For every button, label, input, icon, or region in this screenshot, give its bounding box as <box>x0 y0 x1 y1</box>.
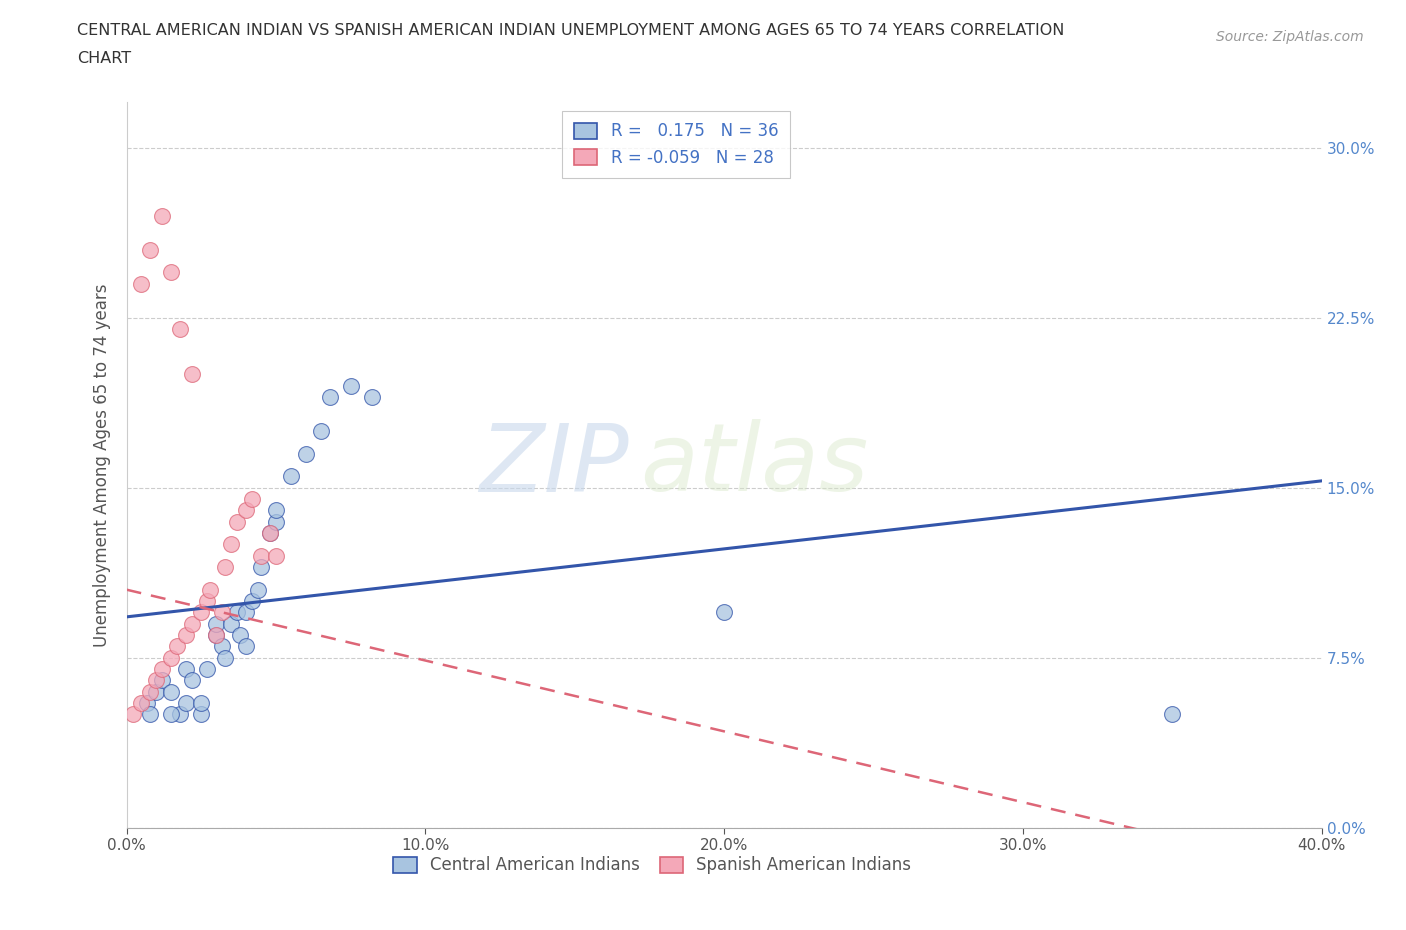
Point <box>211 604 233 619</box>
Point <box>131 696 153 711</box>
Point <box>121 707 143 722</box>
Point <box>235 503 257 518</box>
Point <box>152 673 174 688</box>
Point <box>190 707 212 722</box>
Point <box>160 684 183 699</box>
Point <box>240 593 263 608</box>
Point <box>160 265 183 280</box>
Text: Source: ZipAtlas.com: Source: ZipAtlas.com <box>1216 30 1364 44</box>
Point <box>174 696 197 711</box>
Point <box>145 673 167 688</box>
Point <box>181 367 204 382</box>
Point <box>174 661 197 676</box>
Point <box>160 650 183 665</box>
Point <box>294 446 316 461</box>
Point <box>195 593 218 608</box>
Point <box>139 684 162 699</box>
Point <box>1161 707 1184 722</box>
Point <box>205 617 228 631</box>
Point <box>205 628 228 643</box>
Point <box>139 242 162 257</box>
Point <box>214 650 236 665</box>
Legend: Central American Indians, Spanish American Indians: Central American Indians, Spanish Americ… <box>387 850 918 881</box>
Point <box>190 696 212 711</box>
Text: ZIP: ZIP <box>479 419 628 511</box>
Point <box>264 549 287 564</box>
Point <box>226 514 249 529</box>
Point <box>131 276 153 291</box>
Point <box>205 628 228 643</box>
Point <box>235 604 257 619</box>
Point <box>318 390 342 405</box>
Point <box>211 639 233 654</box>
Point <box>250 549 273 564</box>
Point <box>181 673 204 688</box>
Point <box>152 208 174 223</box>
Point <box>145 684 167 699</box>
Point <box>174 628 197 643</box>
Point <box>200 582 222 597</box>
Text: atlas: atlas <box>640 419 869 511</box>
Point <box>235 639 257 654</box>
Point <box>169 707 191 722</box>
Point <box>247 582 270 597</box>
Point <box>226 604 249 619</box>
Point <box>136 696 159 711</box>
Text: CHART: CHART <box>77 51 131 66</box>
Point <box>219 617 242 631</box>
Y-axis label: Unemployment Among Ages 65 to 74 years: Unemployment Among Ages 65 to 74 years <box>93 284 111 646</box>
Point <box>181 617 204 631</box>
Point <box>240 492 263 507</box>
Point <box>229 628 252 643</box>
Point <box>160 707 183 722</box>
Point <box>259 525 281 540</box>
Point <box>139 707 162 722</box>
Point <box>264 514 287 529</box>
Point <box>152 661 174 676</box>
Point <box>280 469 302 484</box>
Point <box>219 537 242 551</box>
Point <box>339 379 361 393</box>
Point <box>259 525 281 540</box>
Point <box>713 604 735 619</box>
Point <box>264 503 287 518</box>
Point <box>360 390 382 405</box>
Point <box>195 661 218 676</box>
Point <box>166 639 188 654</box>
Text: CENTRAL AMERICAN INDIAN VS SPANISH AMERICAN INDIAN UNEMPLOYMENT AMONG AGES 65 TO: CENTRAL AMERICAN INDIAN VS SPANISH AMERI… <box>77 23 1064 38</box>
Point <box>214 560 236 575</box>
Point <box>169 322 191 337</box>
Point <box>309 423 332 438</box>
Point <box>250 560 273 575</box>
Point <box>190 604 212 619</box>
